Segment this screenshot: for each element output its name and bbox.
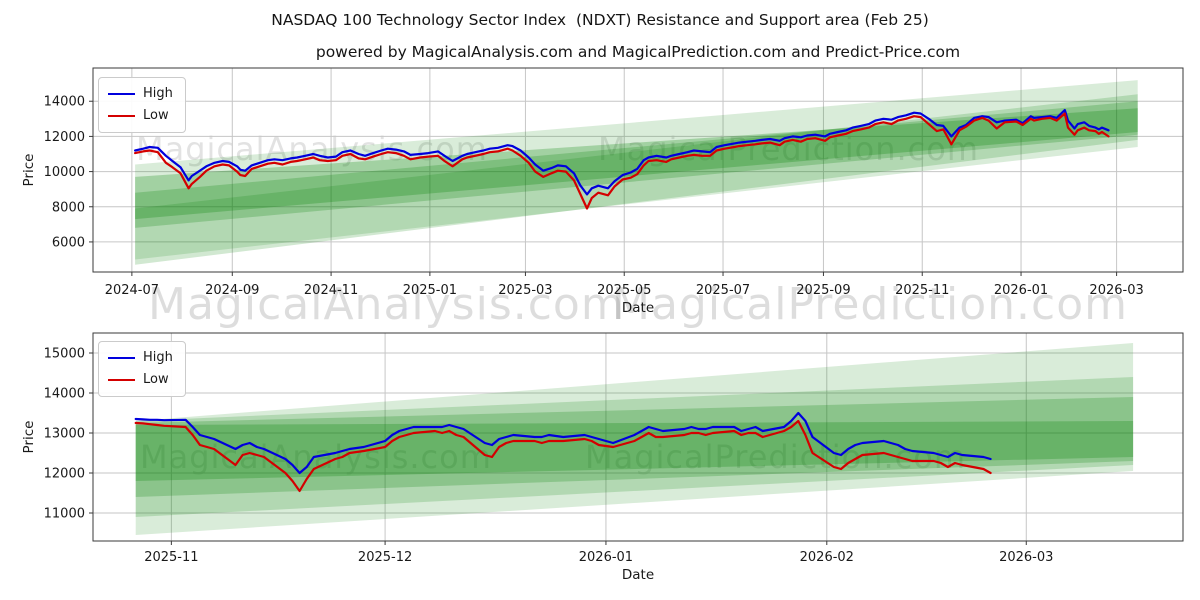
svg-text:2025-09: 2025-09 xyxy=(796,283,850,298)
svg-text:2024-11: 2024-11 xyxy=(304,283,358,298)
legend-label-high: High xyxy=(143,86,173,101)
watermark-analysis-middle: MagicalAnalysis.com xyxy=(148,279,625,330)
legend-label-high: High xyxy=(143,350,173,365)
svg-text:2025-11: 2025-11 xyxy=(895,283,949,298)
svg-text:6000: 6000 xyxy=(52,235,85,250)
figure-title: NASDAQ 100 Technology Sector Index (NDXT… xyxy=(271,11,929,29)
svg-text:2026-01: 2026-01 xyxy=(579,550,633,565)
watermark-prediction-middle: MagicalPrediction.com xyxy=(612,279,1128,330)
svg-text:14000: 14000 xyxy=(44,387,85,402)
svg-text:Date: Date xyxy=(622,567,654,583)
svg-text:11000: 11000 xyxy=(44,507,85,522)
legend-label-low: Low xyxy=(143,372,169,387)
bottom-chart: 11000 12000 13000 14000 15000 2025-11 2025-12 2… xyxy=(21,332,1184,583)
svg-text:2025-03: 2025-03 xyxy=(498,283,552,298)
legend-top-chart: High Low xyxy=(98,77,186,133)
svg-text:2025-07: 2025-07 xyxy=(696,283,750,298)
low-line-swatch xyxy=(108,379,135,381)
legend-item-low: Low xyxy=(108,105,173,127)
svg-text:2026-01: 2026-01 xyxy=(994,283,1048,298)
svg-text:12000: 12000 xyxy=(44,130,85,145)
legend-item-high: High xyxy=(108,347,173,369)
svg-text:10000: 10000 xyxy=(44,165,85,180)
svg-text:12000: 12000 xyxy=(44,467,85,482)
svg-text:13000: 13000 xyxy=(44,427,85,442)
svg-text:2025-05: 2025-05 xyxy=(597,283,651,298)
svg-text:14000: 14000 xyxy=(44,95,85,110)
svg-text:2026-03: 2026-03 xyxy=(999,550,1053,565)
legend-bottom-chart: High Low xyxy=(98,341,186,397)
svg-text:2024-09: 2024-09 xyxy=(205,283,259,298)
svg-text:2025-01: 2025-01 xyxy=(403,283,457,298)
svg-text:2026-03: 2026-03 xyxy=(1089,283,1143,298)
low-line-swatch xyxy=(108,115,135,117)
legend-item-high: High xyxy=(108,83,173,105)
svg-text:8000: 8000 xyxy=(52,200,85,215)
svg-text:2025-12: 2025-12 xyxy=(358,550,412,565)
legend-label-low: Low xyxy=(143,108,169,123)
svg-text:2025-11: 2025-11 xyxy=(144,550,198,565)
high-line-swatch xyxy=(108,357,135,359)
legend-item-low: Low xyxy=(108,369,173,391)
svg-text:Price: Price xyxy=(21,154,37,187)
svg-text:Price: Price xyxy=(21,421,37,454)
high-line-swatch xyxy=(108,93,135,95)
figure-subtitle: powered by MagicalAnalysis.com and Magic… xyxy=(315,43,961,61)
svg-text:Date: Date xyxy=(622,300,654,316)
svg-text:2026-02: 2026-02 xyxy=(800,550,854,565)
top-chart: 6000 8000 10000 12000 14000 2024-07 2024-09 202… xyxy=(21,67,1184,316)
svg-text:2024-07: 2024-07 xyxy=(105,283,159,298)
svg-text:15000: 15000 xyxy=(44,347,85,362)
